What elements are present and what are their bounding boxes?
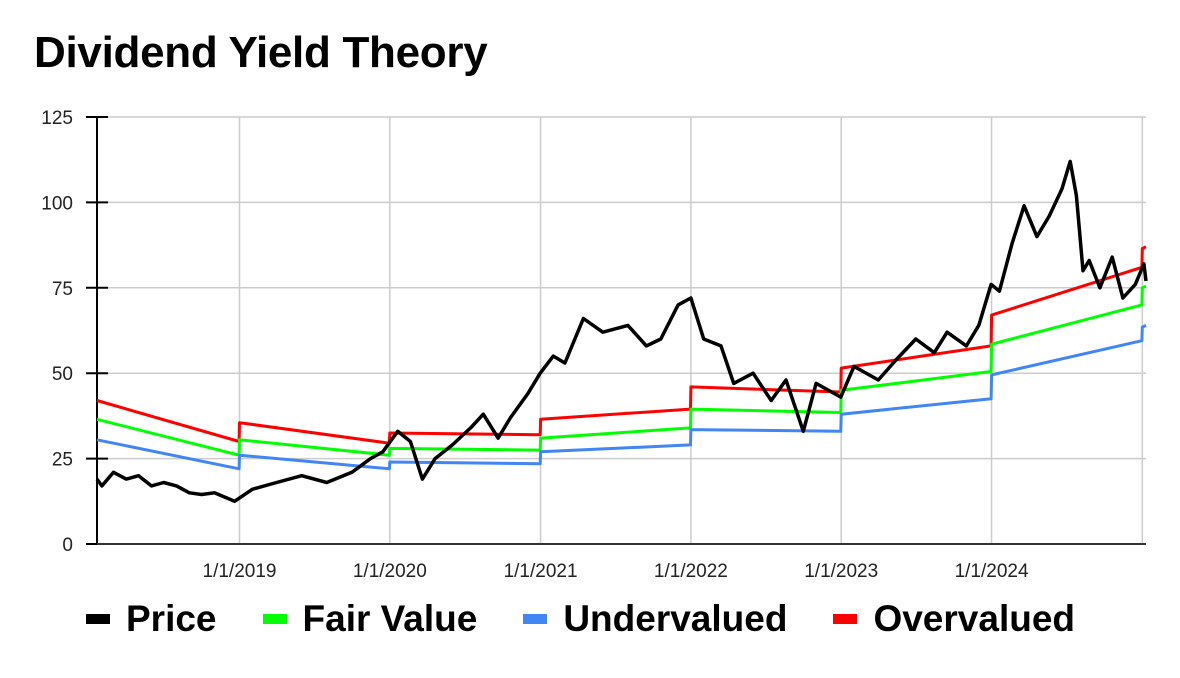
y-tick-label: 0 bbox=[62, 535, 73, 556]
overvalued-line bbox=[96, 245, 1147, 445]
fair-value-swatch-icon bbox=[262, 614, 287, 624]
x-tick-label: 1/1/2021 bbox=[504, 561, 578, 582]
y-tick-label: 25 bbox=[52, 450, 73, 471]
series-lines bbox=[95, 159, 1148, 504]
x-tick-label: 1/1/2020 bbox=[353, 561, 427, 582]
undervalued-swatch-icon bbox=[523, 614, 548, 624]
price-swatch-icon bbox=[86, 614, 110, 624]
y-tick-label: 75 bbox=[52, 279, 73, 300]
y-tick-label: 50 bbox=[52, 364, 73, 385]
x-tick-label: 1/1/2024 bbox=[955, 561, 1029, 582]
legend-item-overvalued[interactable]: Overvalued bbox=[833, 598, 1075, 640]
fair-value-line bbox=[96, 284, 1147, 457]
gridlines bbox=[97, 116, 1146, 544]
y-axis-ticks: 0 25 50 75 100 125 bbox=[41, 108, 73, 556]
legend-item-undervalued[interactable]: Undervalued bbox=[523, 598, 787, 640]
legend-item-fair-value[interactable]: Fair Value bbox=[262, 598, 477, 640]
x-tick-label: 1/1/2022 bbox=[654, 561, 728, 582]
chart-title: Dividend Yield Theory bbox=[34, 28, 488, 77]
legend: Price Fair Value Undervalued Overvalued bbox=[86, 598, 1121, 640]
legend-item-price[interactable]: Price bbox=[86, 598, 217, 640]
y-tick-label: 100 bbox=[41, 193, 73, 214]
price-line bbox=[95, 159, 1148, 504]
axes bbox=[86, 116, 1146, 545]
x-tick-label: 1/1/2023 bbox=[804, 561, 878, 582]
overvalued-swatch-icon bbox=[833, 614, 858, 624]
x-tick-label: 1/1/2019 bbox=[203, 561, 277, 582]
undervalued-line bbox=[96, 324, 1147, 471]
x-axis-ticks: 1/1/2019 1/1/2020 1/1/2021 1/1/2022 1/1/2023… bbox=[203, 561, 1029, 582]
y-tick-label: 125 bbox=[41, 108, 73, 129]
